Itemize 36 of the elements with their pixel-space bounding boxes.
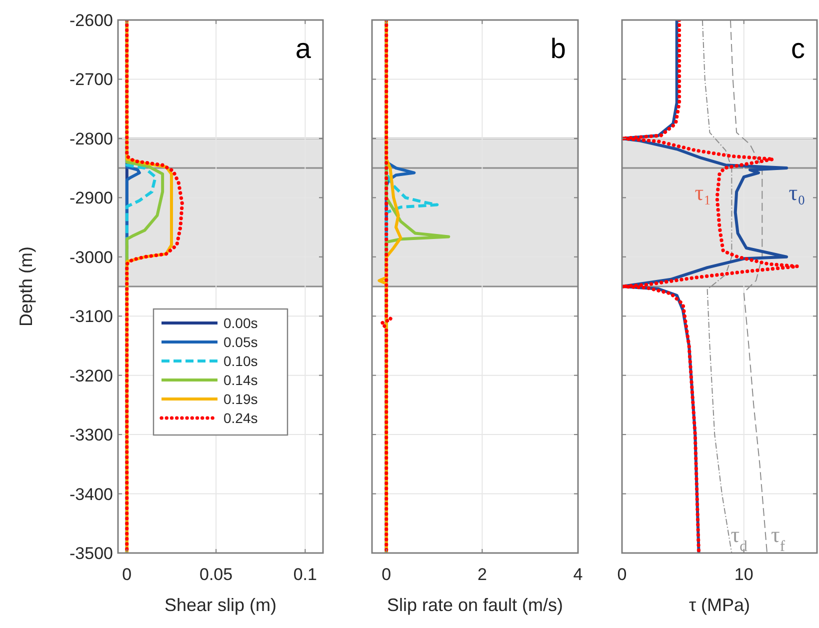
x-axis-title: Shear slip (m) — [164, 595, 277, 615]
x-tick-label: 10 — [734, 565, 754, 584]
y-tick-label: -3000 — [70, 248, 113, 267]
x-tick-label: 0.05 — [199, 565, 233, 584]
annotation: τ₁ — [694, 180, 712, 205]
y-tick-label: -3300 — [70, 426, 113, 445]
legend-label: 0.00s — [224, 315, 258, 331]
annotation: a — [295, 33, 312, 64]
y-tick-label: -2800 — [70, 129, 113, 148]
annotation: c — [791, 33, 805, 64]
legend-label: 0.19s — [224, 391, 258, 407]
y-axis-title: Depth (m) — [16, 246, 36, 327]
y-tick-label: -3500 — [70, 544, 113, 563]
legend-label: 0.24s — [224, 410, 258, 426]
y-tick-label: -2900 — [70, 188, 113, 208]
x-tick-label: 0.1 — [293, 565, 317, 584]
x-tick-label: 4 — [573, 565, 583, 584]
legend-label: 0.05s — [224, 334, 258, 350]
y-tick-label: -3200 — [70, 366, 113, 386]
line-series — [125, 20, 184, 553]
legend-label: 0.14s — [224, 372, 258, 388]
x-tick-label: 2 — [477, 565, 487, 584]
x-tick-label: 0 — [122, 565, 132, 584]
annotation: τ$_{d}$ — [730, 522, 748, 554]
x-tick-label: 0 — [382, 565, 392, 584]
legend-label: 0.10s — [224, 353, 258, 369]
annotation: τ$_{f}$ — [771, 522, 786, 554]
y-tick-label: -2600 — [70, 11, 113, 30]
x-axis-title: Slip rate on fault (m/s) — [386, 595, 564, 615]
x-axis-title: τ (MPa) — [688, 595, 750, 615]
annotation: τ₀ — [788, 180, 806, 205]
y-tick-label: -3100 — [70, 307, 113, 326]
y-tick-label: -3400 — [70, 484, 113, 504]
x-tick-label: 0 — [617, 565, 627, 584]
annotation: b — [550, 33, 566, 64]
y-tick-label: -2700 — [70, 70, 113, 90]
